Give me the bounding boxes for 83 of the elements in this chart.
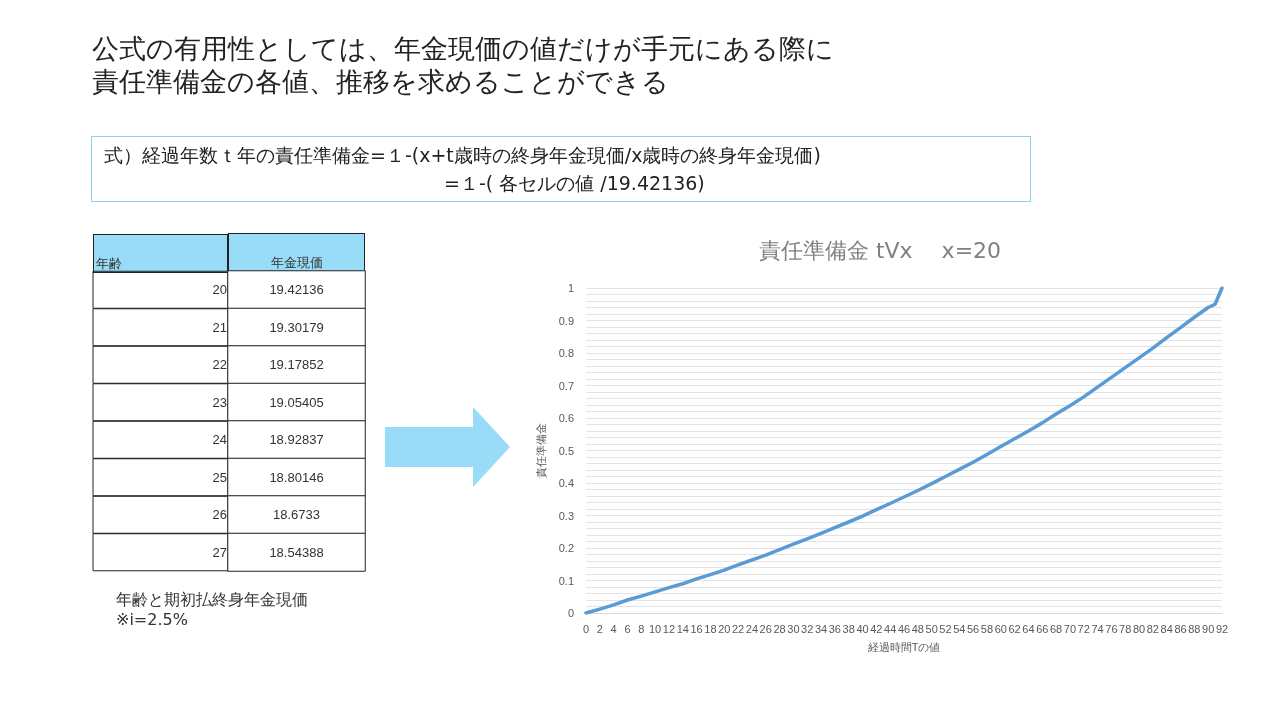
y-tick-label: 25 bbox=[212, 469, 227, 485]
x-tick-label: 40 bbox=[856, 622, 869, 635]
x-tick-label: 10 bbox=[649, 622, 662, 635]
x-tick-label: 64 bbox=[1022, 622, 1035, 635]
x-tick-label: 78 bbox=[1119, 622, 1132, 635]
x-tick-label: 52 bbox=[939, 622, 952, 635]
y-tick-label: 27 bbox=[212, 544, 227, 560]
x-tick-label: 86 bbox=[1174, 622, 1187, 635]
text: 公式の有用性としては、年金現価の値だけが手元にある際に責任準備金の各値、推移を求めることができる bbox=[92, 32, 835, 98]
x-tick-label: 14 bbox=[676, 622, 689, 635]
y-tick-label: 21 bbox=[212, 319, 227, 335]
x-tick-label: 42 bbox=[870, 622, 883, 635]
x-tick-label: 76 bbox=[1105, 622, 1118, 635]
x-tick-label: 88 bbox=[1188, 622, 1201, 635]
y-axis-title: 年齢 bbox=[96, 255, 122, 271]
x-tick-label: 26 bbox=[759, 622, 772, 635]
x-tick-label: 8 bbox=[638, 622, 645, 635]
data-label: 18.92837 bbox=[269, 432, 324, 448]
data-label: 19.30179 bbox=[269, 319, 324, 335]
x-tick-label: 2 bbox=[596, 622, 603, 635]
x-tick-label: 6 bbox=[624, 622, 631, 635]
x-tick-label: 16 bbox=[690, 622, 703, 635]
y-tick-label: 0.4 bbox=[558, 477, 574, 489]
x-tick-label: 12 bbox=[662, 622, 676, 635]
x-tick-label: 58 bbox=[980, 622, 994, 635]
y-tick-label: 0.9 bbox=[558, 314, 574, 327]
x-tick-label: 30 bbox=[787, 622, 800, 635]
y-axis-title: 責任準備金 bbox=[534, 423, 547, 478]
data-label: 18.80146 bbox=[269, 469, 324, 485]
x-tick-label: 90 bbox=[1202, 622, 1215, 635]
x-tick-label: 82 bbox=[1146, 622, 1159, 635]
y-tick-label: 1 bbox=[567, 282, 574, 294]
x-tick-label: 60 bbox=[994, 622, 1007, 635]
y-tick-label: 0.8 bbox=[558, 347, 574, 359]
data-label: 18.6733 bbox=[273, 507, 320, 523]
y-tick-label: 26 bbox=[212, 507, 227, 523]
x-tick-label: 4 bbox=[610, 622, 617, 635]
x-tick-label: 62 bbox=[1008, 622, 1021, 635]
x-tick-label: 74 bbox=[1091, 622, 1104, 635]
data-label: 19.42136 bbox=[269, 282, 324, 298]
x-tick-label: 50 bbox=[925, 622, 938, 635]
x-tick-label: 68 bbox=[1049, 622, 1063, 635]
x-axis-title: 経過時間Tの値 bbox=[866, 640, 941, 653]
x-tick-label: 80 bbox=[1132, 622, 1146, 635]
x-tick-label: 24 bbox=[745, 622, 759, 635]
y-tick-label: 0.2 bbox=[558, 542, 574, 554]
x-tick-label: 38 bbox=[842, 622, 855, 635]
x-tick-label: 32 bbox=[801, 622, 814, 635]
formula-box: 式）経過年数ｔ年の責任準備金=１-(x+t歳時の終身年金現価/x歳時の終身年金現価) =１-( 各セルの値 /19.42136) bbox=[91, 136, 1031, 202]
y-tick-label: 22 bbox=[212, 357, 227, 373]
y-tick-label: 20 bbox=[212, 282, 227, 298]
data-label: 18.54388 bbox=[269, 544, 324, 560]
y-tick-label: 0.3 bbox=[558, 509, 574, 522]
x-tick-label: 44 bbox=[884, 622, 897, 635]
data-label: 19.17852 bbox=[269, 357, 324, 373]
x-tick-label: 0 bbox=[582, 622, 590, 635]
x-tick-label: 20 bbox=[718, 622, 731, 635]
x-tick-label: 54 bbox=[953, 622, 966, 635]
x-tick-label: 18 bbox=[704, 622, 717, 635]
x-tick-label: 22 bbox=[731, 622, 745, 635]
x-tick-label: 34 bbox=[814, 622, 828, 635]
x-tick-label: 72 bbox=[1077, 622, 1090, 635]
x-tick-label: 46 bbox=[897, 622, 911, 635]
data-label: 19.05405 bbox=[269, 394, 324, 410]
x-tick-label: 28 bbox=[773, 622, 786, 635]
y-tick-label: 0.1 bbox=[558, 574, 574, 587]
x-tick-label: 70 bbox=[1063, 622, 1077, 635]
chart-title: 責任準備金 tVx x=20 bbox=[758, 237, 1002, 263]
line-series bbox=[584, 286, 1224, 615]
y-tick-label: 0.7 bbox=[558, 379, 574, 392]
y-tick-label: 23 bbox=[212, 394, 227, 410]
x-tick-label: 36 bbox=[828, 622, 841, 635]
y-tick-label: 0.5 bbox=[558, 444, 574, 457]
x-tick-label: 92 bbox=[1215, 622, 1229, 635]
x-tick-label: 56 bbox=[967, 622, 980, 635]
x-tick-label: 84 bbox=[1160, 622, 1173, 635]
x-tick-label: 年金現価 bbox=[270, 254, 323, 270]
x-tick-label: 66 bbox=[1036, 622, 1049, 635]
y-tick-label: 24 bbox=[212, 432, 227, 448]
x-tick-label: 48 bbox=[911, 622, 924, 635]
text: 年齢と期初払終身年金現価 ※i=2.5% bbox=[116, 590, 308, 630]
y-tick-label: 0.6 bbox=[558, 412, 574, 424]
y-tick-label: 0 bbox=[567, 607, 574, 619]
